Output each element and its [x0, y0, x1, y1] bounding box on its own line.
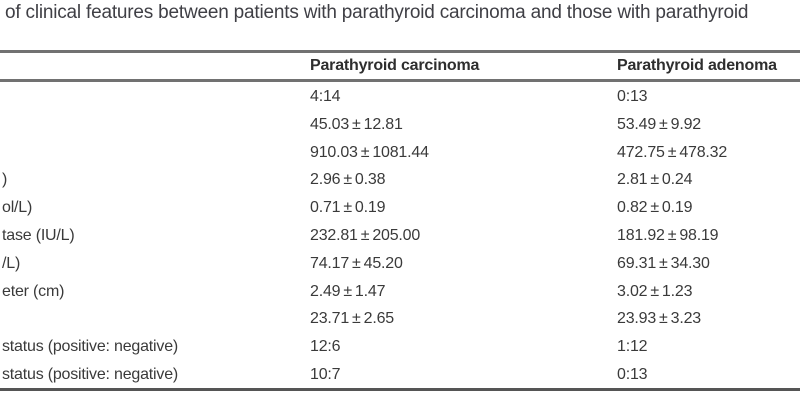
table-row: 23.71 ± 2.65 23.93 ± 3.23: [0, 305, 800, 333]
table-header-row: Parathyroid carcinoma Parathyroid adenom…: [0, 53, 800, 78]
adenoma-value: 472.75 ± 478.32: [617, 143, 728, 161]
table-row: status (positive: negative) 12:6 1:12: [0, 333, 800, 361]
table-row: ol/L) 0.71 ± 0.19 0.82 ± 0.19: [0, 194, 800, 222]
adenoma-value: 0.82 ± 0.19: [617, 199, 693, 217]
row-label: tase (IU/L): [2, 226, 75, 244]
carcinoma-value: 45.03 ± 12.81: [310, 115, 403, 133]
row-label: eter (cm): [2, 282, 65, 300]
table-row: 45.03 ± 12.81 53.49 ± 9.92: [0, 111, 800, 139]
adenoma-value: 53.49 ± 9.92: [617, 115, 701, 133]
adenoma-value: 69.31 ± 34.30: [617, 254, 710, 272]
row-label: ): [2, 171, 8, 189]
table-row: ) 2.96 ± 0.38 2.81 ± 0.24: [0, 166, 800, 194]
adenoma-value: 0:13: [617, 88, 648, 105]
carcinoma-value: 2.96 ± 0.38: [310, 171, 386, 189]
table-row: tase (IU/L) 232.81 ± 205.00 181.92 ± 98.…: [0, 222, 800, 250]
table-top-rule: [0, 50, 800, 53]
carcinoma-value: 4:14: [310, 88, 341, 105]
table-row: eter (cm) 2.49 ± 1.47 3.02 ± 1.23: [0, 278, 800, 306]
table-header-rule: [0, 79, 800, 82]
carcinoma-value: 2.49 ± 1.47: [310, 282, 386, 300]
table-caption: of clinical features between patients wi…: [5, 2, 749, 23]
adenoma-value: 2.81 ± 0.24: [617, 171, 693, 189]
table-row: /L) 74.17 ± 45.20 69.31 ± 34.30: [0, 250, 800, 278]
column-header-carcinoma: Parathyroid carcinoma: [310, 57, 480, 74]
carcinoma-value: 232.81 ± 205.00: [310, 226, 421, 244]
adenoma-value: 3.02 ± 1.23: [617, 282, 693, 300]
adenoma-value: 0:13: [617, 365, 648, 383]
table-row: 910.03 ± 1081.44 472.75 ± 478.32: [0, 139, 800, 167]
carcinoma-value: 10:7: [310, 365, 341, 383]
carcinoma-value: 12:6: [310, 338, 341, 356]
carcinoma-value: 74.17 ± 45.20: [310, 254, 403, 272]
table-row: status (positive: negative) 10:7 0:13: [0, 361, 800, 389]
adenoma-value: 181.92 ± 98.19: [617, 226, 719, 244]
row-label: ol/L): [2, 199, 33, 217]
row-label: status (positive: negative): [2, 338, 179, 356]
carcinoma-value: 910.03 ± 1081.44: [310, 143, 429, 161]
row-label: status (positive: negative): [2, 365, 179, 383]
column-header-adenoma: Parathyroid adenoma: [617, 57, 777, 74]
row-label: /L): [2, 254, 21, 272]
carcinoma-value: 0.71 ± 0.19: [310, 199, 386, 217]
table-body: 4:14 0:13 45.03 ± 12.81 53.49 ± 9.92 910…: [0, 83, 800, 389]
adenoma-value: 23.93 ± 3.23: [617, 310, 701, 328]
adenoma-value: 1:12: [617, 338, 648, 356]
carcinoma-value: 23.71 ± 2.65: [310, 310, 394, 328]
table-row: 4:14 0:13: [0, 83, 800, 111]
table-bottom-rule: [0, 388, 800, 391]
